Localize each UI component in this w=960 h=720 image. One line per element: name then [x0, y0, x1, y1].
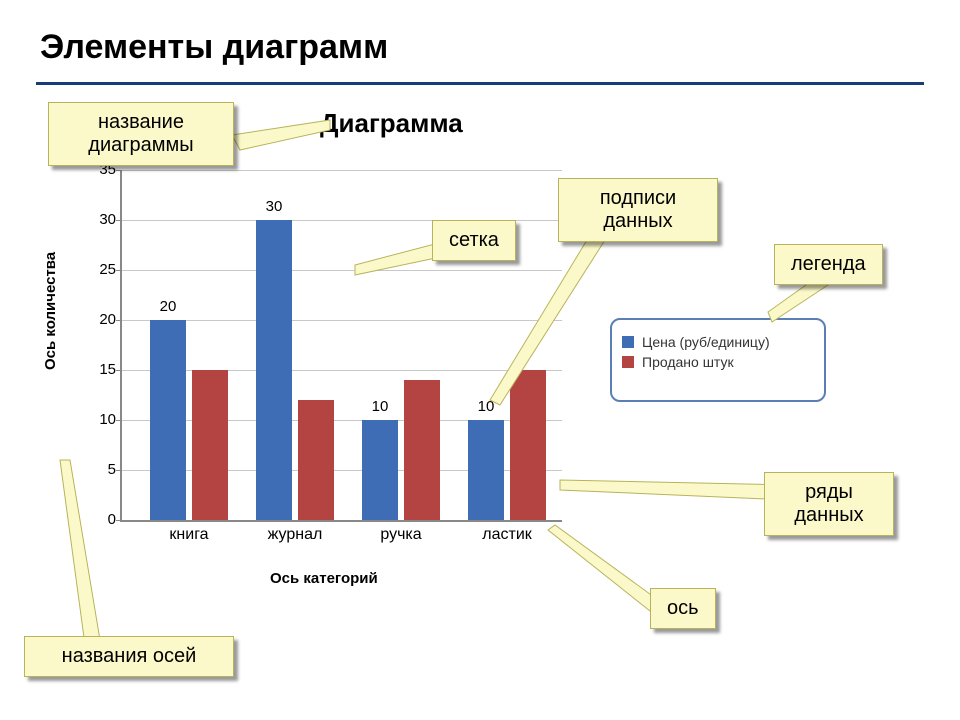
bar [510, 370, 546, 520]
title-underline [36, 82, 924, 85]
category-label: книга [144, 526, 234, 544]
bar [256, 220, 292, 520]
data-label: 10 [466, 398, 506, 415]
y-tick-label: 10 [82, 411, 116, 428]
legend-item-1: Продано штук [622, 354, 814, 370]
category-label: журнал [250, 526, 340, 544]
legend-item-0: Цена (руб/единицу) [622, 334, 814, 350]
bar [404, 380, 440, 520]
bar [192, 370, 228, 520]
y-tick-mark [116, 470, 122, 471]
legend-label-1: Продано штук [642, 354, 734, 370]
page-title: Элементы диаграмм [40, 28, 388, 67]
grid-line [122, 320, 562, 321]
chart-title: Диаграмма [320, 108, 463, 139]
legend-box: Цена (руб/единицу) Продано штук [610, 318, 826, 402]
legend-label-0: Цена (руб/единицу) [642, 334, 770, 350]
y-tick-label: 20 [82, 311, 116, 328]
callout-axis-titles: названия осей [24, 636, 234, 677]
y-tick-label: 30 [82, 211, 116, 228]
callout-chart-title: название диаграммы [48, 102, 234, 166]
bar [298, 400, 334, 520]
y-tick-mark [116, 420, 122, 421]
callout-axis: ось [650, 588, 716, 629]
data-label: 10 [360, 398, 400, 415]
grid-line [122, 170, 562, 171]
callout-legend: легенда [774, 244, 883, 285]
callout-data-series: ряды данных [764, 472, 894, 536]
y-tick-mark [116, 220, 122, 221]
slide: Элементы диаграмм Диаграмма Ось количест… [0, 0, 960, 720]
grid-line [122, 370, 562, 371]
y-axis-label: Ось количества [42, 252, 59, 370]
y-tick-label: 0 [82, 511, 116, 528]
y-tick-mark [116, 170, 122, 171]
callout-data-labels: подписи данных [558, 178, 718, 242]
data-label: 20 [148, 298, 188, 315]
category-label: ластик [462, 526, 552, 544]
legend-swatch-0 [622, 336, 634, 348]
legend-swatch-1 [622, 356, 634, 368]
y-tick-label: 25 [82, 261, 116, 278]
y-tick-label: 5 [82, 461, 116, 478]
data-label: 30 [254, 198, 294, 215]
callout-grid: сетка [432, 220, 516, 261]
bar [150, 320, 186, 520]
y-tick-mark [116, 320, 122, 321]
x-axis-label: Ось категорий [270, 570, 378, 587]
y-tick-mark [116, 270, 122, 271]
y-tick-mark [116, 370, 122, 371]
grid-line [122, 270, 562, 271]
y-tick-label: 15 [82, 361, 116, 378]
bar [362, 420, 398, 520]
y-tick-mark [116, 520, 122, 521]
bar [468, 420, 504, 520]
category-label: ручка [356, 526, 446, 544]
